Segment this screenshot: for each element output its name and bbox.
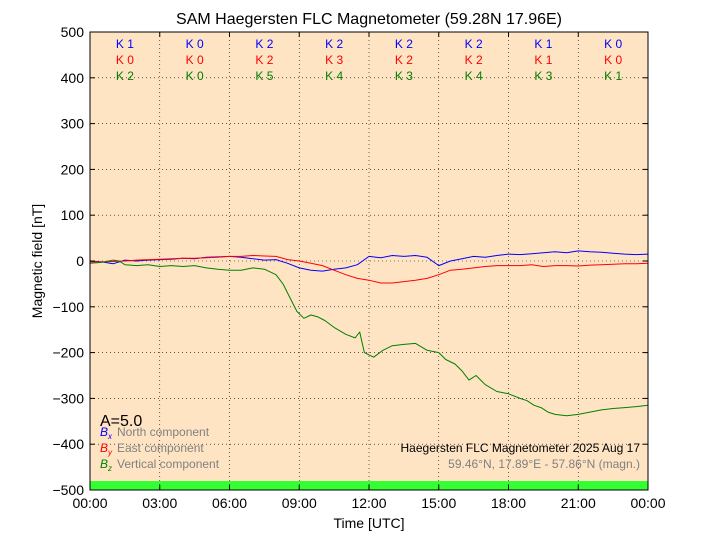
y-tick-label: −200 <box>52 345 84 361</box>
legend-label: Vertical component <box>117 457 220 471</box>
x-axis-label: Time [UTC] <box>333 515 404 531</box>
k-index-vertical-4: K 3 <box>395 69 413 83</box>
series-line-vertical <box>89 259 649 417</box>
coordinates-annotation: 59.46°N, 17.89°E - 57.86°N (magn.) <box>448 457 640 471</box>
x-tick-label: 21:00 <box>561 495 596 511</box>
y-tick-label: 500 <box>61 24 85 40</box>
y-tick-label: −500 <box>52 482 84 498</box>
x-tick-label: 09:00 <box>282 495 317 511</box>
k-index-north-2: K 2 <box>255 37 273 51</box>
k-index-labels: K 1 K 0 K 2 K 2 K 2 K 2 K 1 K 0 K 0 K 0 K 2 K 3 K 2 K… <box>116 37 623 83</box>
x-tick-label: 03:00 <box>142 495 177 511</box>
y-tick-label: 0 <box>76 253 84 269</box>
y-axis-label: Magnetic field [nT] <box>29 204 45 318</box>
k-index-vertical-0: K 2 <box>116 69 134 83</box>
k-index-east-7: K 0 <box>604 53 622 67</box>
k-index-vertical-2: K 5 <box>255 69 273 83</box>
k-index-east-0: K 0 <box>116 53 134 67</box>
k-index-north-6: K 1 <box>534 37 552 51</box>
x-tick-label: 18:00 <box>491 495 526 511</box>
k-index-north-3: K 2 <box>325 37 343 51</box>
series-layer <box>89 250 649 417</box>
legend-label: North component <box>117 425 210 439</box>
x-tick-label: 00:00 <box>72 495 107 511</box>
legend-label: East component <box>117 441 204 455</box>
k-index-vertical-1: K 0 <box>186 69 204 83</box>
k-index-east-5: K 2 <box>465 53 483 67</box>
y-tick-label: 200 <box>61 161 85 177</box>
series-line-east <box>90 255 649 284</box>
y-tick-label: −300 <box>52 390 84 406</box>
k-index-east-4: K 2 <box>395 53 413 67</box>
k-index-north-1: K 0 <box>186 37 204 51</box>
k-index-east-3: K 3 <box>325 53 343 67</box>
k-index-vertical-5: K 4 <box>465 69 483 83</box>
grid-lines <box>90 32 648 490</box>
y-tick-label: 400 <box>61 70 85 86</box>
k-index-north-7: K 0 <box>604 37 622 51</box>
station-annotation: Haegersten FLC Magnetometer 2025 Aug 17 <box>401 441 641 455</box>
axis-ticks: 00:00 03:00 06:00 09:00 12:00 15:00 18:00 21:00… <box>52 24 665 511</box>
legend-symbol: B <box>100 425 108 439</box>
x-tick-label: 12:00 <box>351 495 386 511</box>
y-tick-label: 100 <box>61 207 85 223</box>
y-tick-label: −400 <box>52 436 84 452</box>
y-tick-label: 300 <box>61 116 85 132</box>
x-tick-label: 15:00 <box>421 495 456 511</box>
legend-subscript: z <box>107 464 112 473</box>
legend-symbol: B <box>100 441 108 455</box>
x-tick-label: 06:00 <box>212 495 247 511</box>
k-index-east-1: K 0 <box>186 53 204 67</box>
legend-subscript: x <box>107 432 113 441</box>
k-index-north-4: K 2 <box>395 37 413 51</box>
y-tick-label: −100 <box>52 299 84 315</box>
k-index-east-6: K 1 <box>534 53 552 67</box>
k-index-east-2: K 2 <box>255 53 273 67</box>
k-index-vertical-3: K 4 <box>325 69 343 83</box>
k-index-north-0: K 1 <box>116 37 134 51</box>
x-tick-label: 00:00 <box>630 495 665 511</box>
legend-symbol: B <box>100 457 108 471</box>
chart-title: SAM Haegersten FLC Magnetometer (59.28N … <box>176 11 562 28</box>
k-index-north-5: K 2 <box>465 37 483 51</box>
k-index-vertical-6: K 3 <box>534 69 552 83</box>
k-index-vertical-7: K 1 <box>604 69 622 83</box>
legend-subscript: y <box>107 448 113 457</box>
a-index-label: A=5.0 <box>100 413 142 430</box>
